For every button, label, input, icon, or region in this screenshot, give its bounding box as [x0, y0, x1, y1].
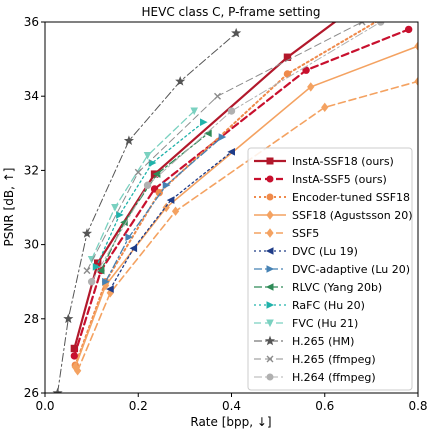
legend-swatch-marker [266, 193, 274, 201]
series-line-11 [57, 32, 237, 393]
legend-swatch-marker [266, 319, 274, 328]
series-13-point [87, 278, 96, 286]
x-tick-label: 0.8 [408, 399, 427, 413]
legend-swatch-marker [266, 265, 275, 273]
legend-swatch-marker [264, 335, 276, 346]
series-10-point [143, 152, 152, 160]
series-12-point [83, 267, 91, 275]
series-11-point [63, 313, 74, 324]
series-line-10 [90, 110, 195, 261]
series-11-point [81, 228, 93, 238]
y-tick-label: 32 [24, 163, 39, 177]
y-axis-label: PSNR [dB, ↑] [2, 168, 16, 247]
x-tick-label: 0.0 [35, 399, 54, 413]
legend-swatch-marker [266, 210, 274, 220]
series-11-point [231, 27, 242, 38]
legend-swatch-marker [266, 175, 274, 183]
series-5-point [171, 206, 180, 216]
series-5-point [321, 102, 329, 113]
legend-label: InstA-SSF5 (ours) [292, 173, 387, 186]
legend-frame [247, 147, 413, 391]
chart-title: HEVC class C, P-frame setting [142, 5, 321, 19]
legend-swatch-marker [266, 355, 274, 363]
legend-label: InstA-SSF18 (ours) [292, 155, 394, 168]
series-4-point [307, 82, 315, 92]
series-7-point [125, 233, 134, 241]
legend-swatch-marker [266, 301, 275, 309]
series-12-point [358, 22, 366, 26]
series-line-12 [86, 22, 363, 272]
series-layer [52, 8, 418, 393]
legend-label: RaFC (Hu 20) [292, 299, 365, 312]
series-9-point [92, 263, 101, 271]
series-line-7 [104, 136, 223, 283]
series-4-point [414, 41, 418, 51]
x-tick-label: 0.4 [222, 399, 241, 413]
series-13-point [143, 181, 152, 189]
series-10-point [111, 204, 119, 212]
series-3-point [391, 8, 397, 14]
series-2-point [150, 185, 159, 193]
series-13-point [227, 107, 236, 115]
y-tick-label: 30 [24, 238, 39, 252]
series-line-13 [91, 22, 382, 283]
legend-label: DVC-adaptive (Lu 20) [292, 263, 410, 276]
series-12-point [214, 92, 222, 100]
legend: InstA-SSF18 (ours) InstA-SSF5 (ours) Encod… [247, 147, 413, 391]
series-11-point [123, 135, 134, 146]
series-line-6 [109, 151, 233, 290]
series-5-point [414, 76, 418, 87]
series-10-point [190, 107, 199, 116]
legend-label: DVC (Lu 19) [292, 245, 358, 258]
series-4-point [162, 202, 170, 213]
series-7-point [162, 181, 171, 190]
series-11-point [175, 76, 186, 86]
series-12-point [134, 168, 142, 176]
y-tick-label: 36 [24, 15, 39, 29]
legend-swatch-marker [265, 247, 274, 255]
x-tick-label: 0.6 [315, 399, 334, 413]
series-6-point [227, 148, 235, 156]
x-axis-label: Rate [bpp, ↓] [190, 415, 271, 429]
series-9-point [116, 211, 124, 219]
y-tick-label: 26 [24, 386, 39, 400]
legend-swatch-marker [265, 283, 274, 291]
legend-swatch-marker [266, 373, 274, 381]
legend-label: H.265 (ffmpeg) [292, 353, 376, 366]
axis-ticks: 0.0 0.2 0.4 0.6 0.8 26 28 30 32 34 36 [24, 15, 428, 413]
series-line-9 [95, 121, 205, 268]
series-2-point [70, 352, 79, 360]
y-tick-label: 34 [24, 89, 39, 103]
legend-label: SSF5 [292, 227, 319, 240]
series-7-point [218, 133, 227, 141]
x-tick-label: 0.2 [129, 399, 148, 413]
legend-label: H.264 (ffmpeg) [292, 371, 376, 384]
series-8-point [96, 266, 105, 275]
legend-label: H.265 (HM) [292, 335, 354, 348]
legend-label: Encoder-tuned SSF18 [292, 191, 410, 204]
legend-label: RLVC (Yang 20b) [292, 281, 382, 294]
series-9-point [148, 159, 157, 167]
series-6-point [166, 196, 175, 204]
series-13-point [377, 22, 385, 26]
series-6-point [106, 285, 114, 293]
series-5-point [74, 366, 82, 376]
legend-label: FVC (Hu 21) [292, 317, 358, 330]
legend-label: SSF18 (Agustsson 20) [292, 209, 413, 222]
series-11-point [52, 387, 63, 393]
series-7-point [102, 277, 110, 286]
series-6-point [129, 244, 138, 253]
y-tick-label: 28 [24, 312, 39, 326]
legend-swatch-marker [266, 228, 274, 238]
series-2-point [404, 25, 413, 34]
series-1-point [70, 344, 79, 353]
series-9-point [200, 118, 208, 126]
legend-swatch-marker [266, 157, 274, 165]
